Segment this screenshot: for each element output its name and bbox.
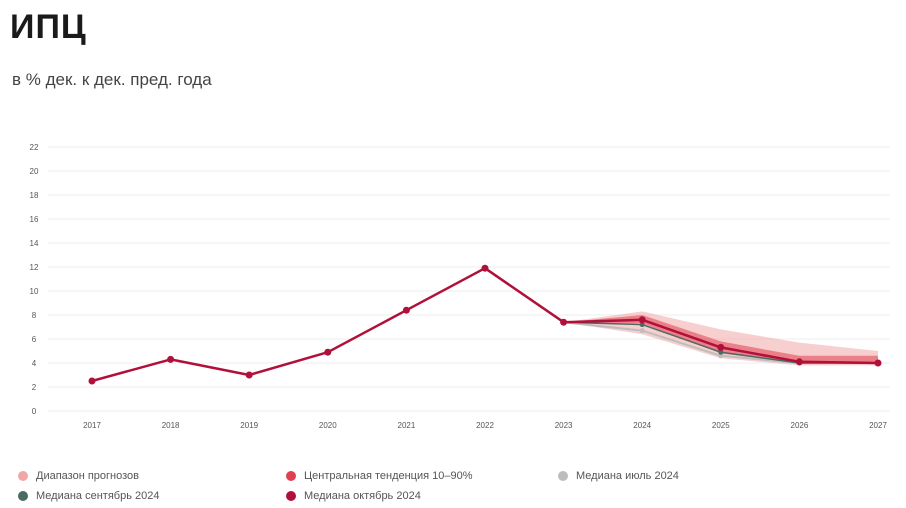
- y-tick-label: 4: [32, 359, 37, 368]
- legend-item-median-july: Медиана июль 2024: [558, 470, 679, 482]
- legend-label: Центральная тенденция 10–90%: [304, 470, 473, 482]
- legend-item-central-tendency: Центральная тенденция 10–90%: [286, 470, 473, 482]
- y-tick-label: 2: [32, 383, 37, 392]
- median-september-point: [718, 349, 724, 355]
- legend-label: Диапазон прогнозов: [36, 470, 139, 482]
- legend-item-median-october: Медиана октябрь 2024: [286, 490, 421, 502]
- chart-title: ИПЦ: [10, 8, 87, 46]
- x-tick-label: 2020: [319, 421, 337, 430]
- y-tick-label: 18: [30, 191, 39, 200]
- legend-swatch: [286, 471, 296, 481]
- y-tick-label: 0: [32, 407, 37, 416]
- y-tick-label: 20: [30, 167, 39, 176]
- median-october-point: [638, 316, 646, 324]
- median-october-point: [874, 359, 882, 367]
- legend-swatch: [558, 471, 568, 481]
- y-tick-label: 6: [32, 335, 37, 344]
- historical-cpi-point: [88, 377, 96, 385]
- y-tick-label: 12: [30, 263, 39, 272]
- median-october-point: [795, 358, 803, 366]
- median-july-point: [639, 328, 645, 334]
- legend-swatch: [286, 491, 296, 501]
- y-tick-label: 14: [30, 239, 39, 248]
- x-tick-label: 2019: [240, 421, 258, 430]
- legend-swatch: [18, 471, 28, 481]
- legend-label: Медиана июль 2024: [576, 470, 679, 482]
- historical-cpi-line: [91, 266, 565, 383]
- historical-cpi-point: [245, 371, 253, 379]
- legend-label: Медиана октябрь 2024: [304, 490, 421, 502]
- legend-item-median-september: Медиана сентябрь 2024: [18, 490, 159, 502]
- series-lines: [91, 266, 879, 383]
- gridlines: [48, 146, 890, 412]
- y-tick-label: 22: [30, 143, 39, 152]
- x-tick-label: 2027: [869, 421, 887, 430]
- x-tick-label: 2018: [162, 421, 180, 430]
- x-tick-label: 2022: [476, 421, 494, 430]
- x-tick-label: 2021: [398, 421, 416, 430]
- legend-item-range: Диапазон прогнозов: [18, 470, 139, 482]
- legend-swatch: [18, 491, 28, 501]
- y-tick-label: 8: [32, 311, 37, 320]
- legend-label: Медиана сентябрь 2024: [36, 490, 160, 502]
- median-october-point: [717, 343, 725, 351]
- historical-cpi-point: [481, 264, 489, 272]
- median-july-point: [718, 353, 724, 359]
- series-points: [88, 264, 882, 385]
- x-tick-label: 2025: [712, 421, 730, 430]
- historical-cpi-point: [402, 306, 410, 314]
- historical-cpi-point: [560, 318, 568, 326]
- historical-cpi-point: [324, 348, 332, 356]
- y-tick-label: 10: [30, 287, 39, 296]
- x-tick-label: 2026: [791, 421, 809, 430]
- historical-cpi-point: [167, 355, 175, 363]
- median-september-point: [639, 322, 645, 328]
- y-tick-label: 16: [30, 215, 39, 224]
- x-tick-label: 2024: [633, 421, 651, 430]
- chart-subtitle: в % дек. к дек. пред. года: [12, 70, 212, 89]
- x-tick-label: 2017: [83, 421, 101, 430]
- x-tick-label: 2023: [555, 421, 573, 430]
